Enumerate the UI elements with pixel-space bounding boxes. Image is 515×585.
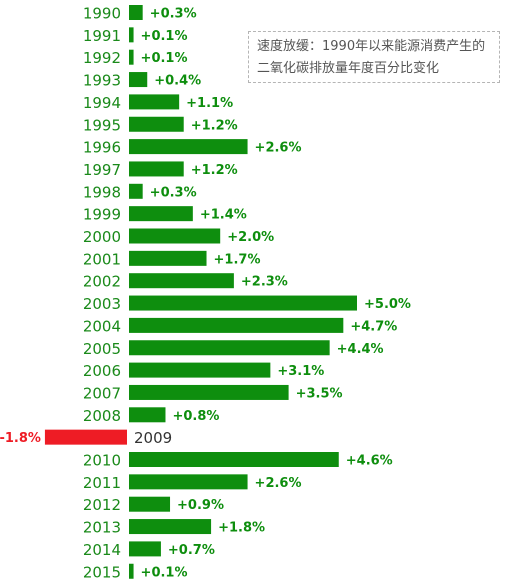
bar-2007: [129, 384, 289, 400]
bar-2012: [129, 496, 171, 512]
bar-1992: [129, 49, 134, 65]
bar-1994: [129, 94, 180, 110]
value-label-2001: +1.7%: [214, 252, 261, 267]
bar-2003: [129, 295, 357, 311]
value-label-2013: +1.8%: [218, 521, 265, 536]
year-label-1993: 1993: [83, 72, 121, 90]
year-label-2011: 2011: [83, 474, 121, 492]
year-label-2015: 2015: [83, 563, 121, 581]
value-label-2000: +2.0%: [227, 230, 274, 245]
value-label-2004: +4.7%: [350, 319, 397, 334]
bar-2000: [129, 228, 221, 244]
bar-1997: [129, 161, 184, 177]
year-label-2008: 2008: [83, 407, 121, 425]
value-label-1992: +0.1%: [141, 51, 188, 66]
year-label-2007: 2007: [83, 384, 121, 402]
year-label-1991: 1991: [83, 27, 121, 45]
bar-2014: [129, 541, 161, 557]
year-label-1995: 1995: [83, 116, 121, 134]
bar-2008: [129, 407, 166, 423]
value-label-2003: +5.0%: [364, 297, 411, 312]
value-label-1993: +0.4%: [154, 74, 201, 89]
value-label-1998: +0.3%: [150, 185, 197, 200]
bar-1998: [129, 183, 143, 199]
year-label-1998: 1998: [83, 183, 121, 201]
value-label-2007: +3.5%: [296, 386, 343, 401]
value-label-1995: +1.2%: [191, 118, 238, 133]
bar-2004: [129, 317, 344, 333]
value-label-1999: +1.4%: [200, 208, 247, 223]
bar-2011: [129, 474, 248, 490]
bar-2002: [129, 273, 234, 289]
value-label-2002: +2.3%: [241, 275, 288, 290]
value-label-2005: +4.4%: [337, 342, 384, 357]
chart-annotation: 速度放缓：1990年以来能源消费产生的二氧化碳排放量年度百分比变化: [248, 31, 500, 83]
value-label-2015: +0.1%: [141, 565, 188, 580]
year-label-1999: 1999: [83, 206, 121, 224]
value-label-1990: +0.3%: [150, 7, 197, 22]
bar-2006: [129, 362, 271, 378]
bar-1999: [129, 206, 193, 222]
bar-1991: [129, 27, 134, 43]
value-label-2011: +2.6%: [255, 476, 302, 491]
year-label-2002: 2002: [83, 273, 121, 291]
year-label-2010: 2010: [83, 452, 121, 470]
year-label-1990: 1990: [83, 5, 121, 23]
year-label-2003: 2003: [83, 295, 121, 313]
year-label-1997: 1997: [83, 161, 121, 179]
year-label-1994: 1994: [83, 94, 121, 112]
bar-1995: [129, 116, 184, 132]
year-label-1996: 1996: [83, 139, 121, 157]
year-label-2006: 2006: [83, 362, 121, 380]
bar-2010: [129, 452, 339, 467]
bar-2015: [129, 563, 134, 579]
year-label-2013: 2013: [83, 519, 121, 537]
bar-2009: [44, 429, 127, 445]
year-label-2005: 2005: [83, 340, 121, 358]
value-label-2012: +0.9%: [177, 498, 224, 513]
year-label-2012: 2012: [83, 496, 121, 514]
value-label-1994: +1.1%: [186, 96, 233, 111]
year-label-2009: 2009: [134, 429, 172, 447]
value-label-1991: +0.1%: [141, 29, 188, 44]
bar-2013: [129, 519, 212, 535]
year-label-2014: 2014: [83, 541, 121, 559]
bar-1990: [129, 5, 143, 20]
value-label-2014: +0.7%: [168, 543, 215, 558]
year-label-2001: 2001: [83, 250, 121, 268]
bar-2001: [129, 250, 207, 266]
value-label-2009: -1.8%: [0, 431, 41, 446]
value-label-2006: +3.1%: [277, 364, 324, 379]
value-label-1996: +2.6%: [255, 141, 302, 156]
value-label-1997: +1.2%: [191, 163, 238, 178]
bar-1993: [129, 72, 148, 88]
year-label-1992: 1992: [83, 49, 121, 67]
bar-2005: [129, 340, 330, 356]
value-label-2008: +0.8%: [172, 409, 219, 424]
year-label-2000: 2000: [83, 228, 121, 246]
year-label-2004: 2004: [83, 317, 121, 335]
value-label-2010: +4.6%: [346, 454, 393, 469]
bar-1996: [129, 139, 248, 155]
